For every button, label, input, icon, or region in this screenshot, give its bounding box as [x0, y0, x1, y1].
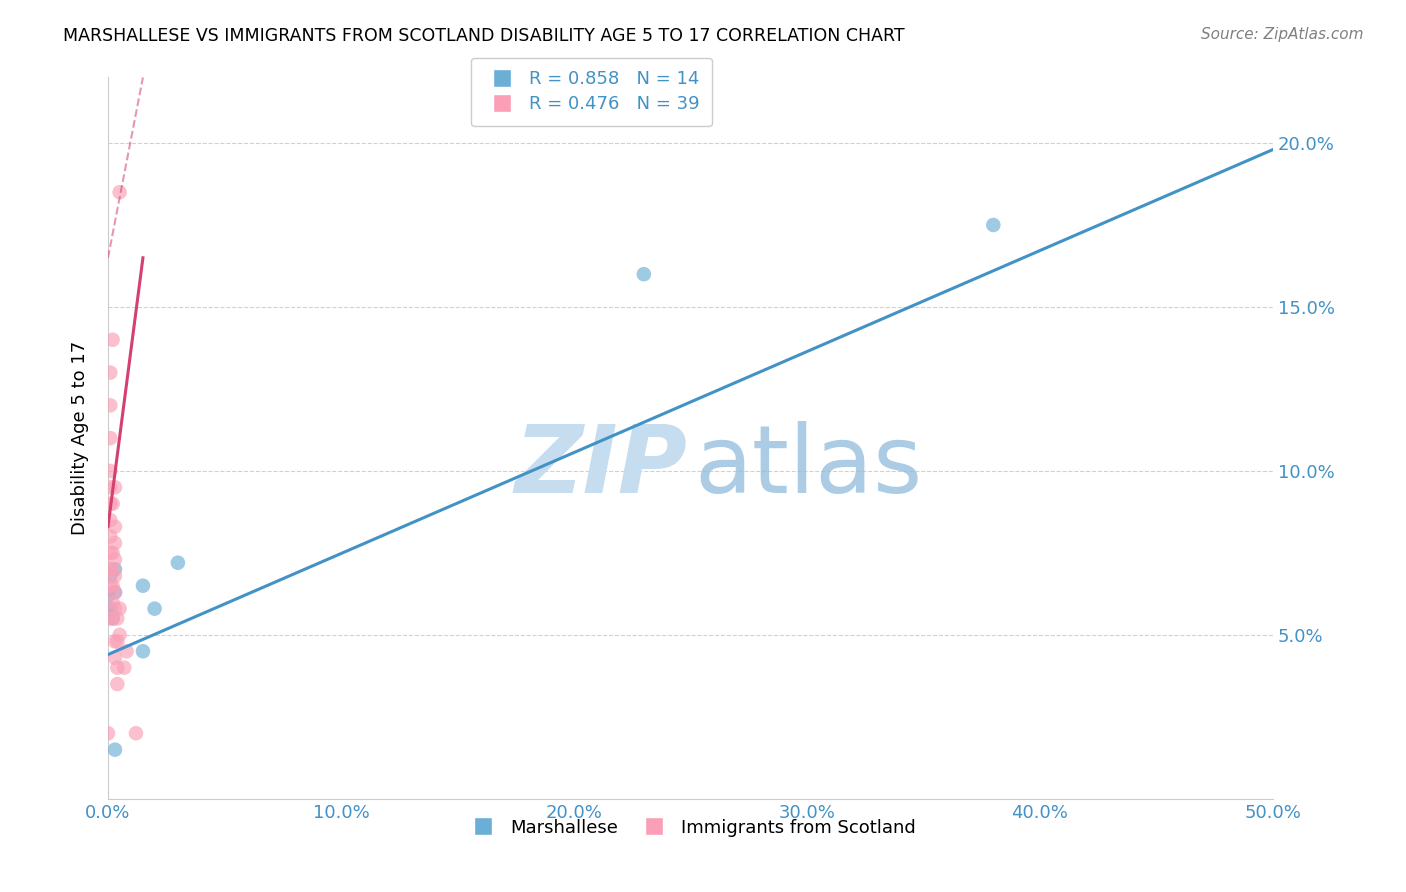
Point	[104, 634, 127, 648]
Point	[101, 562, 124, 576]
Text: MARSHALLESE VS IMMIGRANTS FROM SCOTLAND DISABILITY AGE 5 TO 17 CORRELATION CHART: MARSHALLESE VS IMMIGRANTS FROM SCOTLAND …	[63, 27, 905, 45]
Point	[101, 579, 124, 593]
Point	[104, 601, 127, 615]
Point	[104, 536, 127, 550]
Point	[101, 611, 124, 625]
Point	[108, 628, 131, 642]
Point	[105, 634, 128, 648]
Point	[98, 431, 121, 445]
Point	[105, 677, 128, 691]
Point	[104, 552, 127, 566]
Point	[101, 611, 124, 625]
Point	[97, 611, 120, 625]
Text: Source: ZipAtlas.com: Source: ZipAtlas.com	[1201, 27, 1364, 42]
Point	[981, 218, 1004, 232]
Point	[112, 661, 135, 675]
Point	[104, 519, 127, 533]
Point	[105, 611, 128, 625]
Text: atlas: atlas	[695, 421, 922, 513]
Point	[97, 726, 120, 740]
Point	[98, 513, 121, 527]
Point	[98, 529, 121, 543]
Point	[98, 546, 121, 560]
Point	[101, 497, 124, 511]
Point	[108, 185, 131, 199]
Point	[98, 562, 121, 576]
Point	[104, 562, 127, 576]
Point	[104, 650, 127, 665]
Point	[108, 601, 131, 615]
Point	[98, 497, 121, 511]
Point	[104, 585, 127, 599]
Point	[101, 333, 124, 347]
Text: ZIP: ZIP	[515, 421, 688, 513]
Point	[101, 595, 124, 609]
Point	[132, 579, 155, 593]
Point	[104, 569, 127, 583]
Point	[104, 585, 127, 599]
Point	[115, 644, 138, 658]
Point	[97, 605, 120, 619]
Point	[98, 480, 121, 494]
Point	[125, 726, 148, 740]
Point	[98, 366, 121, 380]
Y-axis label: Disability Age 5 to 17: Disability Age 5 to 17	[72, 341, 89, 535]
Point	[98, 464, 121, 478]
Point	[143, 601, 166, 615]
Point	[633, 267, 655, 281]
Point	[167, 556, 190, 570]
Point	[98, 569, 121, 583]
Point	[98, 579, 121, 593]
Point	[104, 742, 127, 756]
Point	[104, 480, 127, 494]
Legend: Marshallese, Immigrants from Scotland: Marshallese, Immigrants from Scotland	[458, 812, 924, 844]
Point	[98, 601, 121, 615]
Point	[105, 661, 128, 675]
Point	[132, 644, 155, 658]
Point	[97, 589, 120, 603]
Point	[98, 398, 121, 412]
Point	[101, 546, 124, 560]
